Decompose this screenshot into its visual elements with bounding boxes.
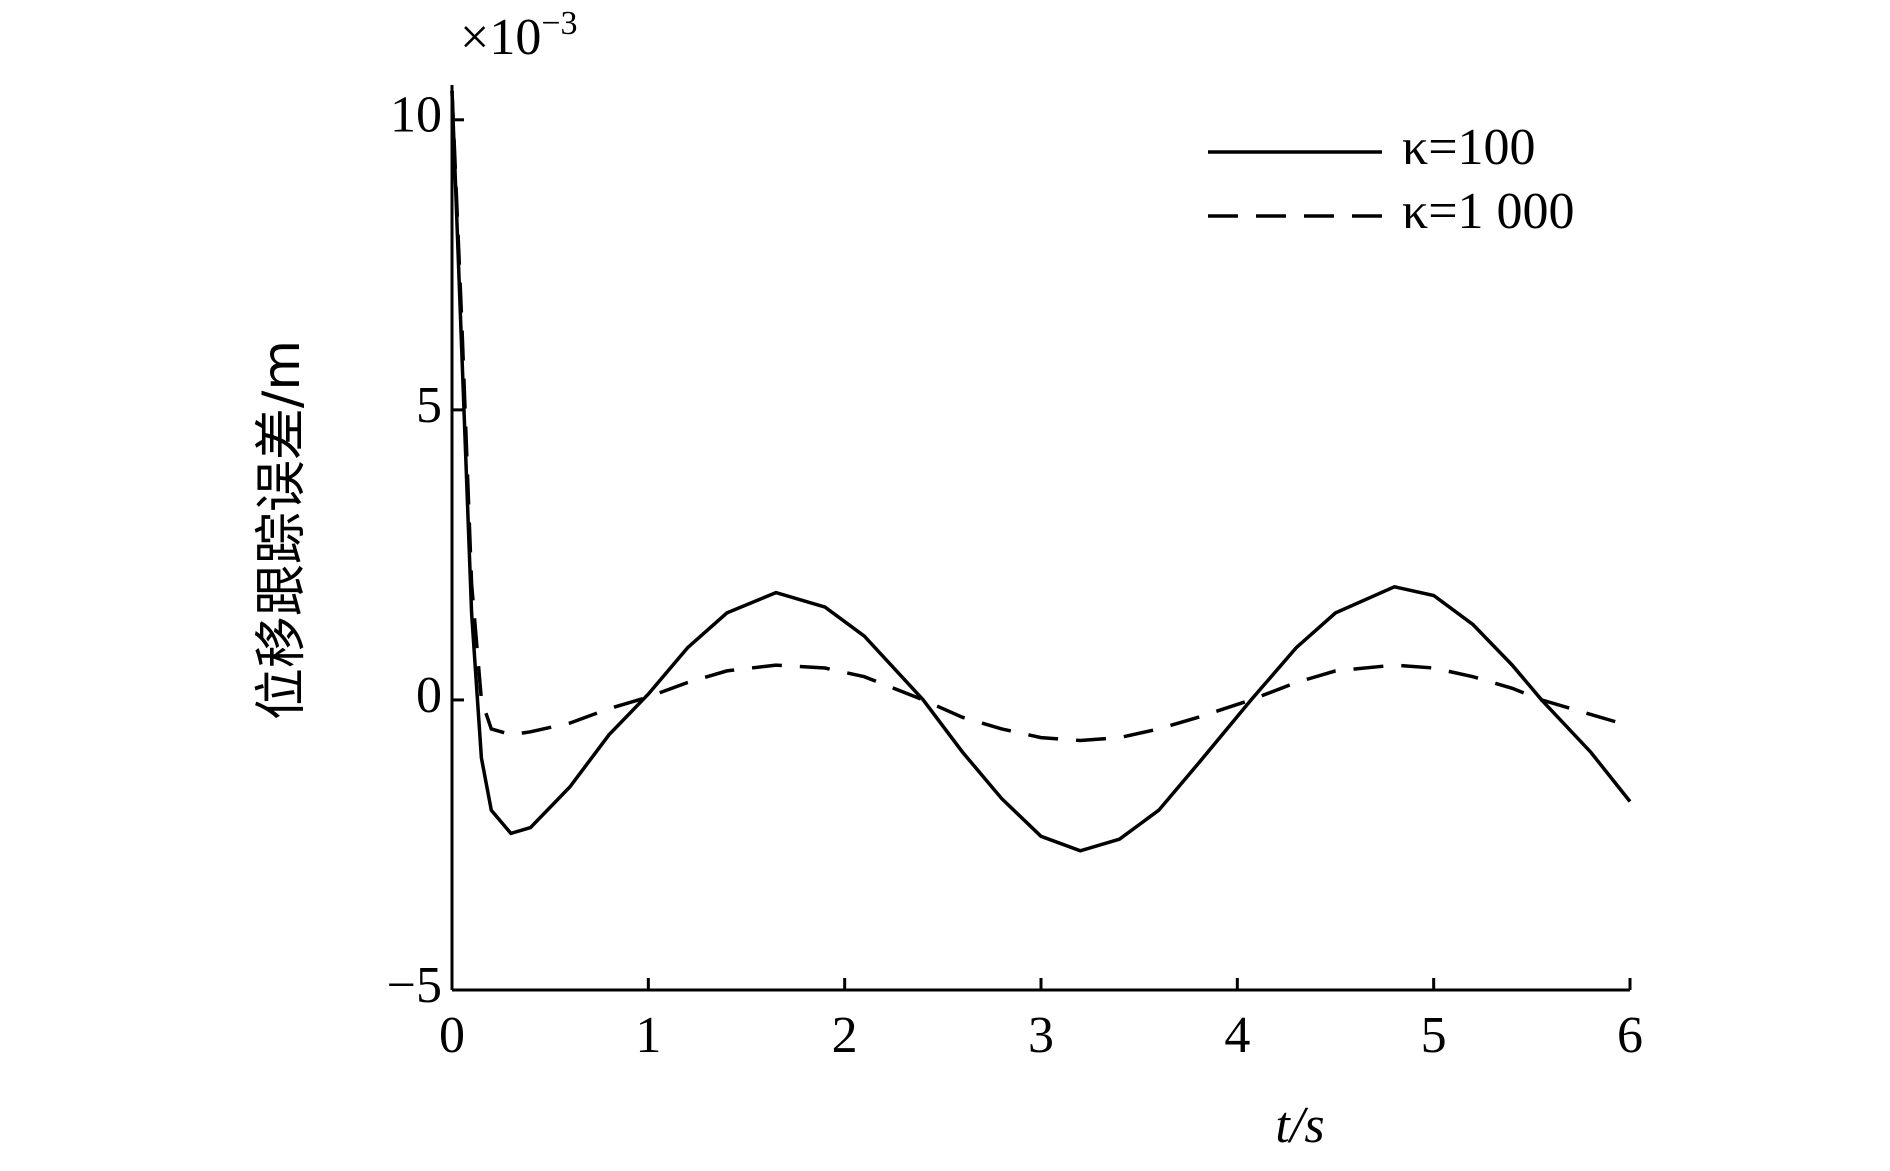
- x-tick-label: 4: [1224, 1007, 1250, 1064]
- x-tick-label: 3: [1028, 1007, 1054, 1064]
- y-tick-label: 10: [390, 87, 442, 144]
- x-tick-label: 6: [1617, 1007, 1643, 1064]
- x-axis-label: t/s: [1275, 1097, 1324, 1154]
- y-multiplier: ×10−3: [460, 5, 578, 66]
- y-multiplier-base: ×10: [460, 9, 541, 66]
- x-tick-label: 0: [439, 1007, 465, 1064]
- legend-label: κ=100: [1402, 119, 1536, 176]
- series-line: [450, 90, 1632, 853]
- y-multiplier-exponent: −3: [541, 5, 577, 42]
- x-tick-label: 5: [1421, 1007, 1447, 1064]
- y-axis-label: 位移跟踪误差/m: [252, 340, 312, 720]
- y-tick-label: 0: [416, 667, 442, 724]
- y-tick-label: −5: [387, 957, 442, 1014]
- y-tick-label: 5: [416, 377, 442, 434]
- x-tick-label: 2: [832, 1007, 858, 1064]
- x-tick-label: 1: [635, 1007, 661, 1064]
- series-line: [450, 90, 1631, 743]
- legend-label: κ=1 000: [1402, 183, 1575, 240]
